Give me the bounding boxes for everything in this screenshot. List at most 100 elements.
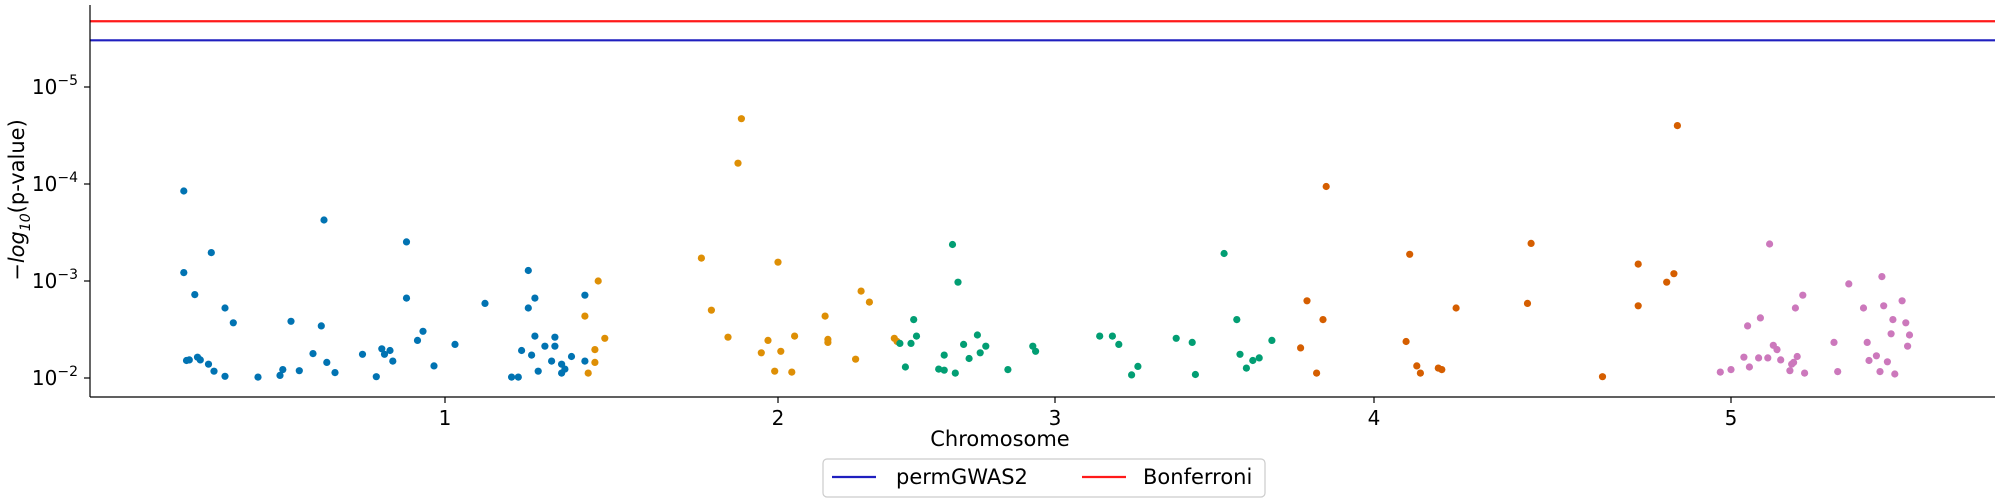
data-point	[541, 342, 549, 350]
data-point	[1880, 302, 1888, 310]
data-point	[1791, 304, 1799, 312]
data-point	[1191, 370, 1199, 379]
data-point	[1793, 352, 1801, 361]
data-point	[1755, 354, 1763, 362]
data-point	[907, 339, 915, 347]
y-ticks: 10−5 10−4 10−3 10−2	[32, 73, 90, 390]
x-tick-label: 2	[772, 406, 785, 430]
data-point	[1883, 358, 1891, 366]
data-point	[196, 356, 204, 364]
data-point	[951, 369, 959, 377]
data-point	[1863, 338, 1871, 346]
data-point	[413, 336, 422, 344]
data-point	[1523, 299, 1532, 307]
data-point	[524, 266, 532, 275]
data-point	[1801, 369, 1809, 377]
data-point	[1115, 340, 1123, 348]
data-point	[764, 336, 772, 344]
data-point	[1876, 368, 1884, 376]
legend-label-bonferroni: Bonferroni	[1143, 465, 1252, 489]
data-point	[824, 335, 832, 343]
y-axis-title-suffix: (p-value)	[5, 119, 29, 213]
data-point	[1406, 250, 1414, 258]
legend-label-permgwas2: permGWAS2	[896, 465, 1028, 489]
data-point	[1777, 356, 1785, 364]
data-point	[567, 352, 576, 361]
y-tick-label: 10−4	[32, 170, 78, 196]
legend: permGWAS2 Bonferroni	[822, 458, 1266, 498]
y-axis-title-sub: 10	[18, 213, 34, 231]
data-point	[1898, 297, 1906, 305]
data-point	[279, 366, 287, 374]
data-point	[1108, 332, 1116, 340]
data-point	[1255, 354, 1263, 362]
data-point	[1233, 316, 1241, 324]
data-point	[1799, 291, 1807, 299]
data-point	[1319, 316, 1327, 324]
data-point	[1249, 356, 1257, 365]
data-point	[210, 367, 218, 375]
data-point	[954, 278, 962, 286]
data-point	[1905, 331, 1914, 339]
data-point	[481, 299, 489, 307]
data-point	[1845, 280, 1853, 288]
data-point	[1756, 314, 1764, 322]
data-point	[1268, 336, 1276, 344]
data-point	[910, 316, 918, 324]
data-point	[1303, 297, 1311, 305]
data-point	[973, 331, 982, 339]
data-point	[771, 367, 779, 375]
data-point	[1889, 316, 1897, 324]
threshold-lines	[90, 20, 1995, 42]
data-point	[591, 358, 599, 366]
data-point	[331, 369, 339, 377]
x-tick-label: 3	[1049, 406, 1062, 430]
data-point	[1790, 358, 1798, 366]
data-point	[1452, 304, 1460, 312]
y-tick-label: 10−5	[32, 73, 78, 99]
series-chromosome-4	[1297, 122, 1681, 381]
data-point	[1904, 342, 1912, 350]
data-point	[320, 216, 328, 224]
data-point	[1634, 260, 1642, 268]
data-point	[1188, 338, 1196, 346]
data-point	[591, 346, 599, 354]
data-points	[180, 115, 1914, 381]
data-point	[1716, 368, 1724, 376]
data-point	[419, 327, 427, 335]
data-point	[524, 304, 532, 312]
legend-frame	[822, 458, 1266, 498]
data-point	[389, 357, 397, 365]
data-point	[1830, 338, 1838, 346]
data-point	[581, 312, 589, 320]
data-point	[185, 356, 193, 364]
data-point	[1220, 249, 1228, 258]
data-point	[777, 347, 785, 355]
data-point	[1766, 240, 1774, 248]
data-point	[531, 332, 539, 340]
series-chromosome-1	[180, 187, 589, 381]
data-point	[402, 294, 411, 302]
data-point	[229, 319, 237, 327]
x-ticks: 1 2 3 4 5	[439, 397, 1737, 430]
data-point	[1128, 371, 1136, 379]
data-point	[287, 317, 295, 325]
x-tick-label: 1	[439, 406, 452, 430]
data-point	[551, 342, 559, 350]
data-point	[1878, 273, 1886, 281]
data-point	[317, 322, 325, 330]
data-point	[852, 355, 860, 363]
data-point	[1172, 334, 1180, 342]
data-point	[791, 332, 799, 340]
data-point	[1402, 337, 1410, 346]
data-point	[1322, 182, 1330, 191]
axes	[89, 5, 1995, 398]
data-point	[1786, 367, 1794, 375]
data-point	[1004, 366, 1012, 374]
data-point	[901, 363, 910, 371]
data-point	[788, 368, 796, 376]
data-point	[1773, 346, 1781, 354]
data-point	[734, 159, 742, 167]
y-axis-title: −log10(p-value)	[5, 119, 34, 281]
data-point	[221, 372, 229, 380]
